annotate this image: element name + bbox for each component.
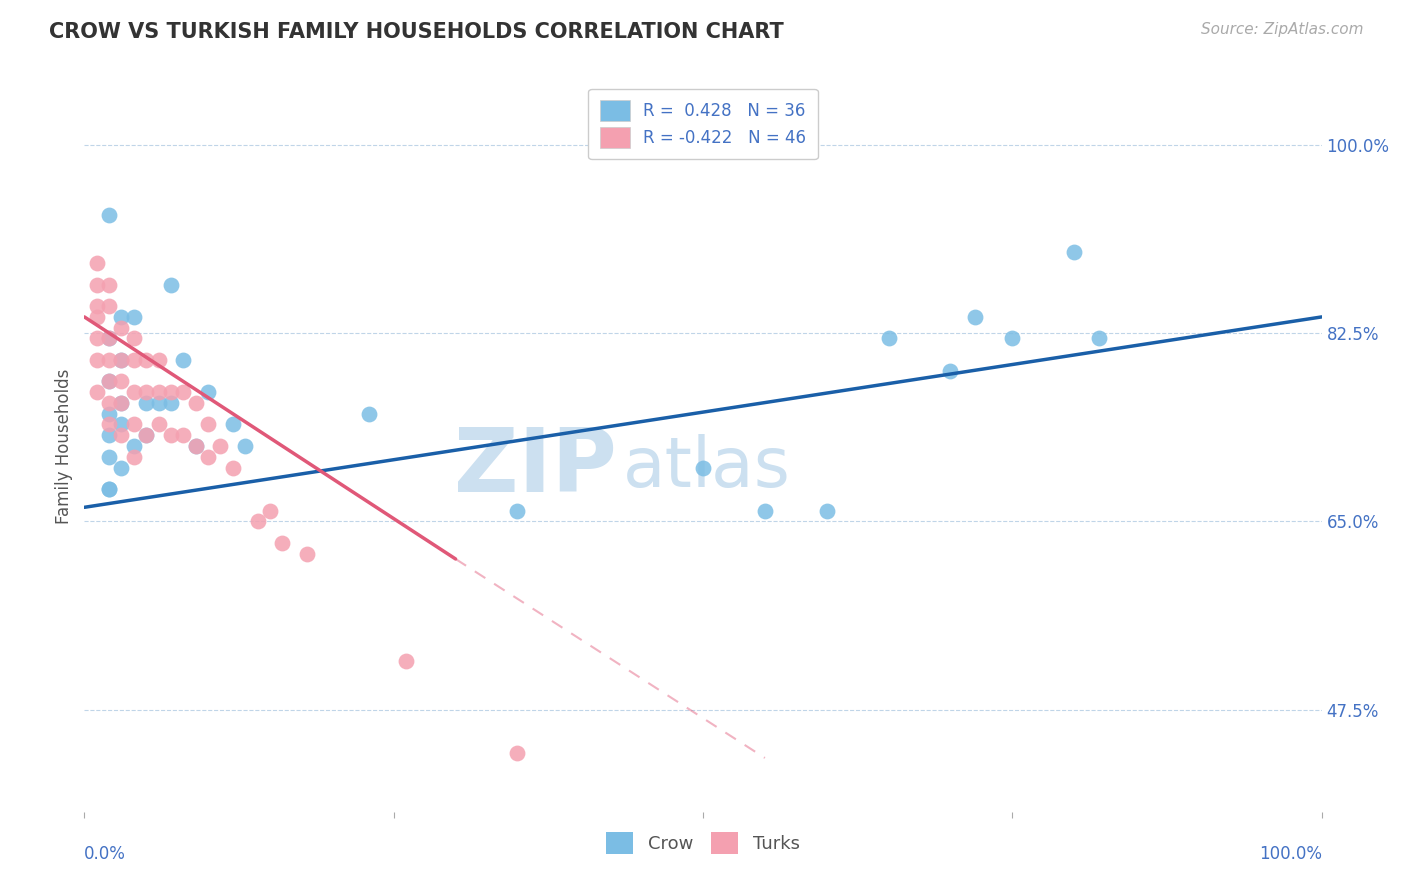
Point [98,331,121,345]
Point [184,439,207,453]
Point [815,503,838,517]
Point [98,208,121,222]
Point [395,654,418,668]
Point [135,385,157,400]
Point [86,353,108,368]
Point [110,353,132,368]
Point [110,320,132,334]
Point [86,256,108,270]
Point [110,396,132,410]
Point [98,396,121,410]
Text: Source: ZipAtlas.com: Source: ZipAtlas.com [1201,22,1364,37]
Point [172,428,194,442]
Point [184,396,207,410]
Point [877,331,900,345]
Point [122,310,145,324]
Point [98,353,121,368]
Point [209,439,232,453]
Point [148,417,170,432]
Point [98,331,121,345]
Point [357,407,380,421]
Point [1001,331,1024,345]
Point [86,277,108,292]
Point [110,396,132,410]
Point [233,439,256,453]
Point [965,310,987,324]
Point [86,331,108,345]
Point [184,439,207,453]
Point [98,375,121,389]
Point [222,460,245,475]
Point [122,385,145,400]
Point [692,460,714,475]
Point [110,428,132,442]
Point [98,417,121,432]
Point [98,482,121,496]
Point [148,396,170,410]
Point [122,450,145,464]
Point [197,417,219,432]
Point [135,353,157,368]
Text: 100.0%: 100.0% [1258,845,1322,863]
Point [222,417,245,432]
Point [160,277,183,292]
Text: atlas: atlas [623,434,790,501]
Point [172,353,194,368]
Point [110,353,132,368]
Point [135,396,157,410]
Point [122,331,145,345]
Point [98,450,121,464]
Point [122,353,145,368]
Point [98,299,121,313]
Point [160,396,183,410]
Point [86,310,108,324]
Point [122,417,145,432]
Point [197,450,219,464]
Point [271,536,294,550]
Point [98,428,121,442]
Point [295,547,318,561]
Point [86,385,108,400]
Point [259,503,281,517]
Point [197,385,219,400]
Point [160,385,183,400]
Text: 0.0%: 0.0% [84,845,127,863]
Point [506,503,529,517]
Point [110,310,132,324]
Point [110,460,132,475]
Point [246,514,269,528]
Legend: Crow, Turks: Crow, Turks [599,825,807,861]
Point [160,428,183,442]
Point [754,503,776,517]
Point [98,407,121,421]
Point [506,746,529,760]
Point [98,375,121,389]
Y-axis label: Family Households: Family Households [55,368,73,524]
Point [1088,331,1111,345]
Point [110,417,132,432]
Point [135,428,157,442]
Point [110,375,132,389]
Point [1063,245,1085,260]
Point [86,299,108,313]
Point [98,482,121,496]
Point [135,428,157,442]
Point [172,385,194,400]
Text: CROW VS TURKISH FAMILY HOUSEHOLDS CORRELATION CHART: CROW VS TURKISH FAMILY HOUSEHOLDS CORREL… [49,22,785,42]
Point [148,353,170,368]
Point [939,364,962,378]
Text: ZIP: ZIP [454,425,616,511]
Point [122,439,145,453]
Point [98,277,121,292]
Point [148,385,170,400]
